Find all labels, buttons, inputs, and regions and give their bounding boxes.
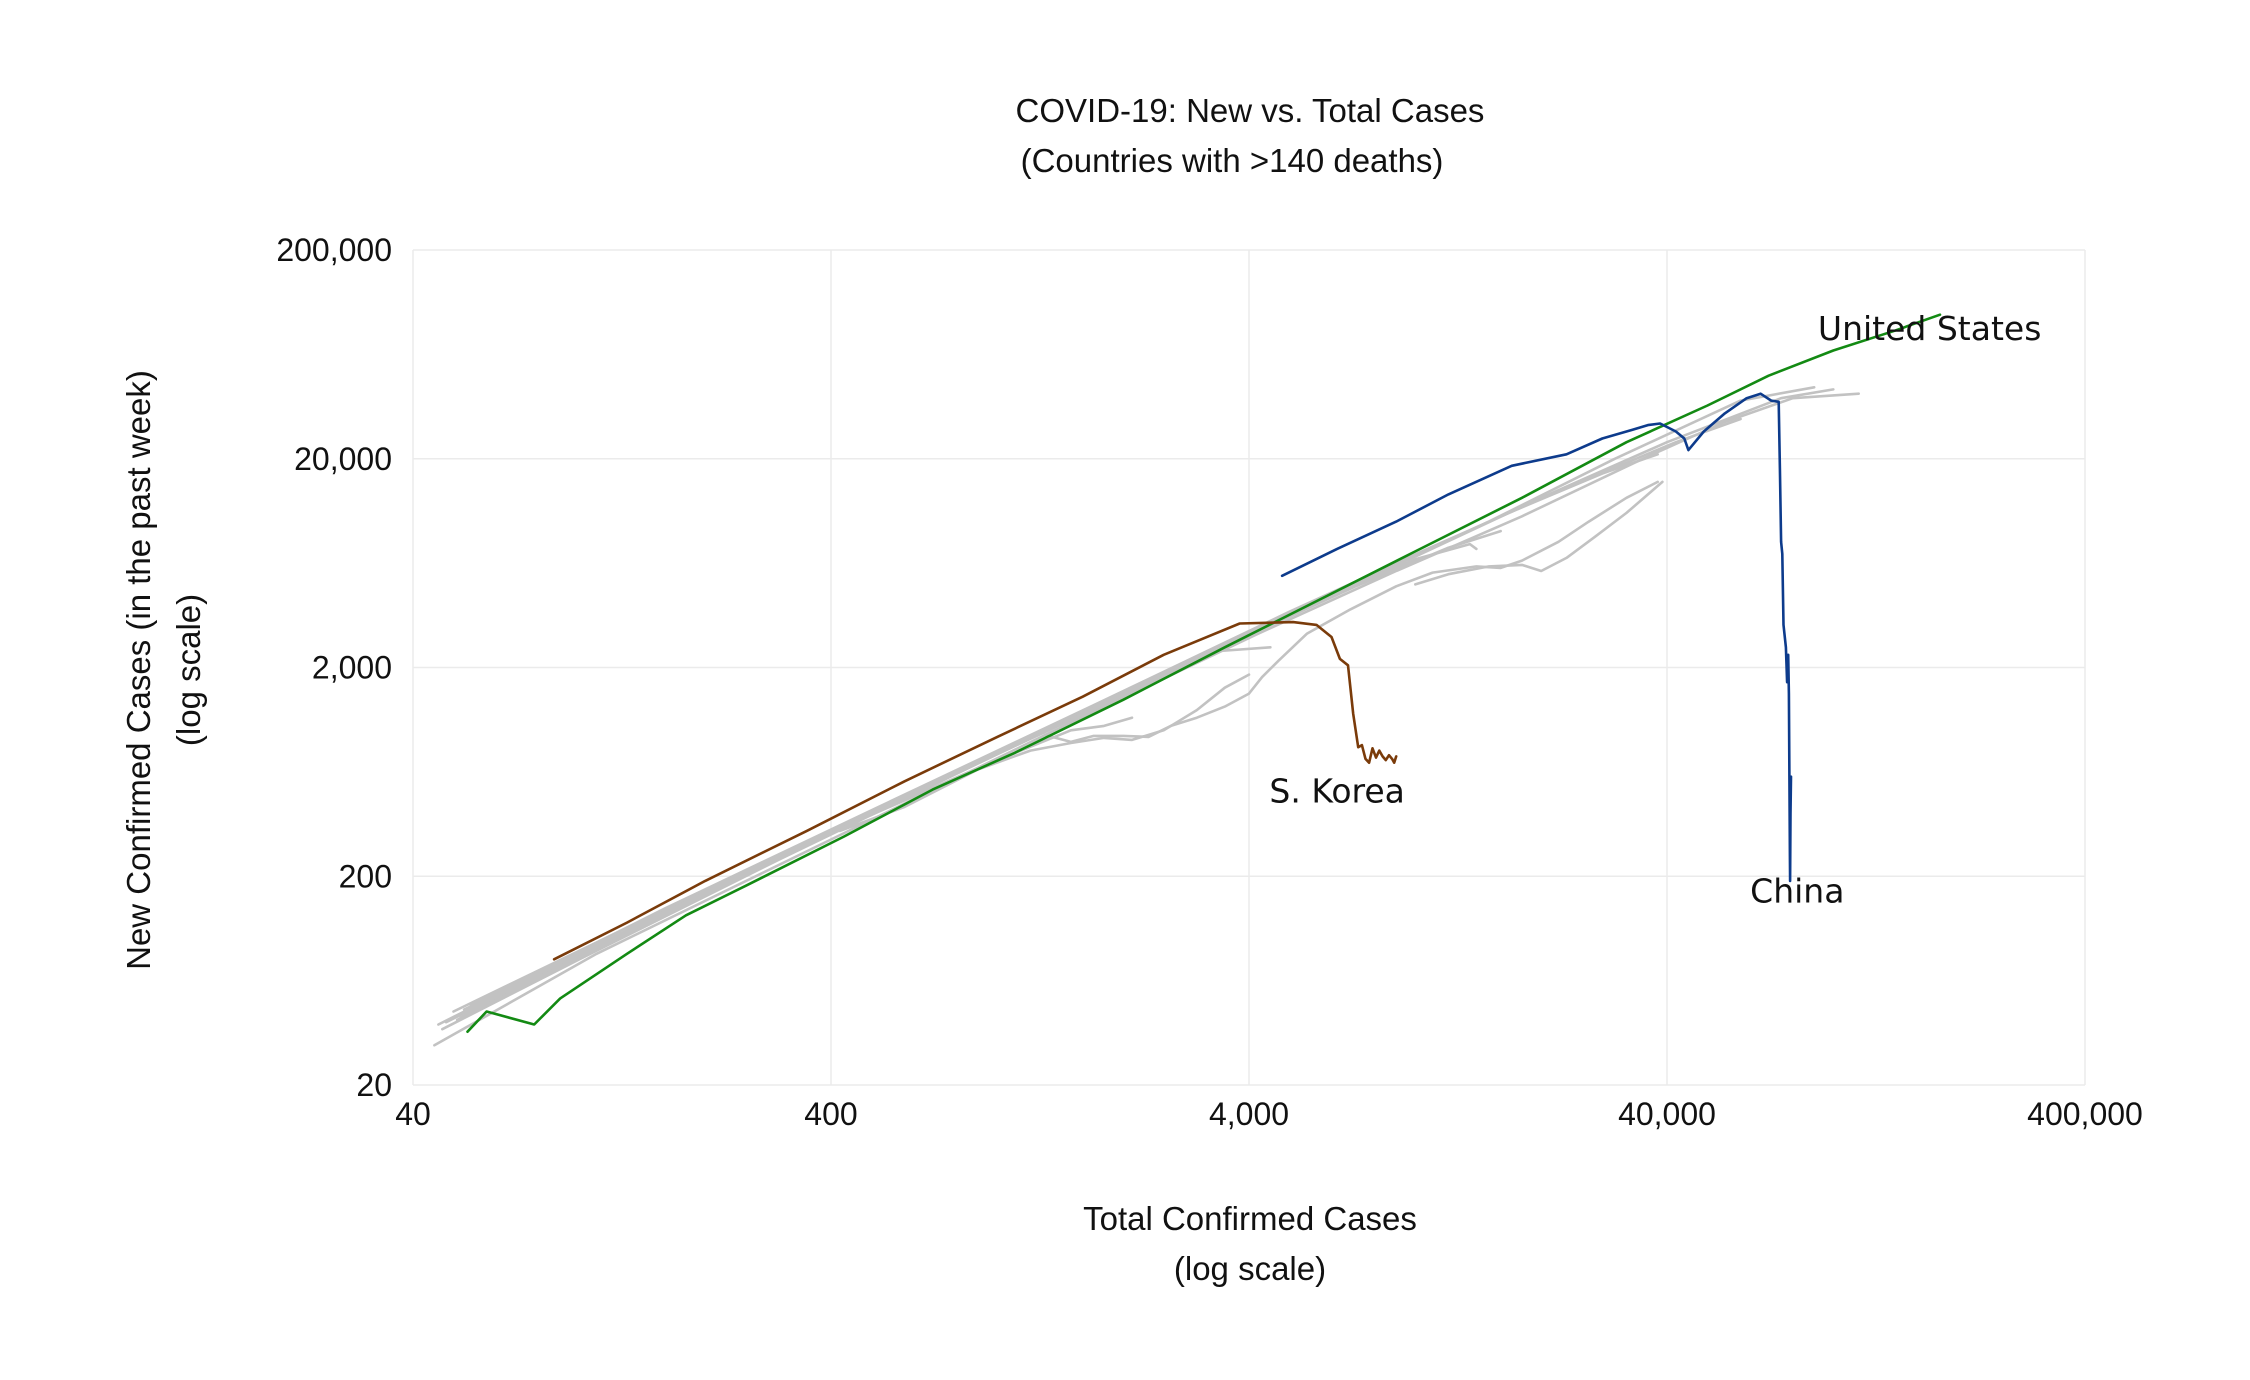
x-tick-label: 400 [804,1096,857,1132]
chart-subtitle: (Countries with >140 deaths) [1021,142,1444,179]
y-axis-label-note: (log scale) [170,594,207,746]
x-axis-label-note: (log scale) [1174,1250,1326,1287]
y-tick-label: 200,000 [276,232,392,268]
s-korea-line [552,620,1398,961]
grid [412,249,2086,1086]
x-tick-label: 400,000 [2027,1096,2143,1132]
other-country-line [433,392,1860,1047]
y-axis-ticks: 20 200 2,000 20,000 200,000 [276,232,392,1103]
x-axis-label: Total Confirmed Cases [1083,1200,1417,1237]
series-annotations: United States China S. Korea [1269,309,2041,910]
other-country-line [441,386,1816,1031]
y-tick-label: 20,000 [294,441,392,477]
united-states-line [466,313,1942,1033]
y-axis-label: New Confirmed Cases (in the past week) [120,370,157,970]
x-axis-ticks: 40 400 4,000 40,000 400,000 [395,1096,2143,1132]
series-label: United States [1818,309,2041,348]
series-label: S. Korea [1269,772,1404,811]
y-tick-label: 20 [356,1067,392,1103]
other-country-line [838,673,1251,833]
y-tick-label: 200 [339,858,392,894]
x-tick-label: 40 [395,1096,431,1132]
other-country-line [1414,480,1664,586]
series-label: China [1750,871,1844,910]
x-tick-label: 4,000 [1209,1096,1289,1132]
china-line [1280,392,1793,883]
series-group [433,313,1942,1047]
chart-title: COVID-19: New vs. Total Cases [1016,92,1485,129]
other-country-line [1043,480,1659,744]
other-country-line [469,417,1742,1007]
y-tick-label: 2,000 [312,650,392,686]
x-tick-label: 40,000 [1618,1096,1716,1132]
